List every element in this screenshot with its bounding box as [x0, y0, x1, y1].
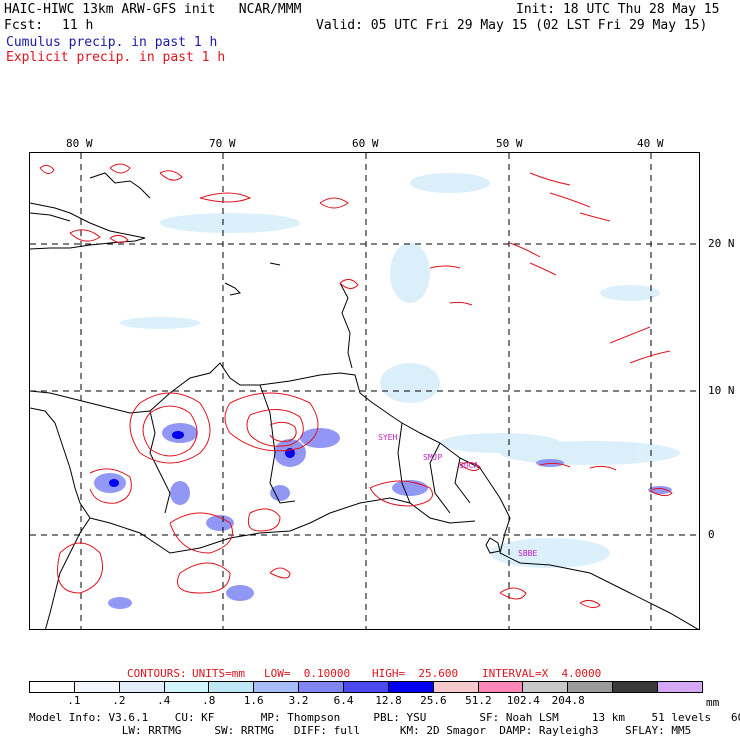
map-canvas [30, 153, 699, 629]
legend-tick-label: .4 [157, 694, 171, 707]
explicit-precip-label: Explicit precip. in past 1 h [6, 50, 226, 65]
contours-prefix: CONTOURS: [127, 667, 187, 680]
legend-bin [209, 682, 255, 692]
legend-bin [568, 682, 614, 692]
cumulus-precip-label: Cumulus precip. in past 1 h [6, 35, 218, 50]
legend-tick-label: 51.2 [465, 694, 492, 707]
station-soca: SOCA [459, 461, 479, 470]
contours-interval: INTERVAL=X 4.0000 [482, 667, 602, 680]
explicit-precip-contours [39, 163, 673, 609]
contours-low: LOW= 0.10000 [264, 667, 351, 680]
model-info-line1: Model Info: V3.6.1 CU: KF MP: Thompson P… [29, 711, 740, 724]
legend-tick-label: .8 [202, 694, 216, 707]
forecast-hours: 11 h [62, 18, 94, 33]
lat-label-10n: 10 N [708, 384, 735, 397]
legend-bin [30, 682, 75, 692]
cumulus-heavy-shading [109, 431, 295, 487]
forecast-label: Fcst: [4, 18, 44, 33]
legend-bin [613, 682, 659, 692]
legend-bin [658, 682, 702, 692]
coastlines [30, 172, 699, 629]
cumulus-light-shading [120, 173, 680, 568]
legend-tick-label: .2 [112, 694, 126, 707]
legend-bin [119, 682, 165, 692]
model-title: HAIC-HIWC 13km ARW-GFS init NCAR/MMM [4, 2, 302, 17]
init-time: Init: 18 UTC Thu 28 May 15 [516, 2, 720, 17]
legend-tick-label: 204.8 [551, 694, 585, 707]
legend-unit: mm [706, 696, 720, 709]
lon-label-50w: 50 W [496, 137, 523, 150]
legend-tick-label: 102.4 [506, 694, 540, 707]
legend-bin [433, 682, 479, 692]
station-sbbe: SBBE [518, 549, 538, 558]
lat-label-20n: 20 N [708, 237, 735, 250]
legend-tick-label: 12.8 [375, 694, 402, 707]
legend-bin [478, 682, 524, 692]
legend-tick-label: 25.6 [420, 694, 447, 707]
lat-lon-grid [30, 153, 699, 629]
lon-label-40w: 40 W [637, 137, 664, 150]
model-info-line2: LW: RRTMG SW: RRTMG DIFF: full KM: 2D Sm… [29, 724, 692, 737]
legend-tick-label: 3.2 [288, 694, 309, 707]
station-smjp: SMJP [423, 453, 443, 462]
precip-map [29, 152, 700, 630]
lon-label-80w: 80 W [66, 137, 93, 150]
station-syeh: SYEH [378, 433, 398, 442]
legend-bin [299, 682, 345, 692]
contours-units: UNITS=mm [192, 667, 245, 680]
contours-high: HIGH= 25.600 [372, 667, 459, 680]
valid-time: Valid: 05 UTC Fri 29 May 15 (02 LST Fri … [316, 18, 708, 33]
lat-label-0: 0 [708, 528, 715, 541]
legend-bin [74, 682, 120, 692]
legend-bin [254, 682, 300, 692]
legend-bin [344, 682, 389, 692]
legend-tick-label: 1.6 [243, 694, 264, 707]
legend-tick-label: 6.4 [333, 694, 354, 707]
lon-label-70w: 70 W [209, 137, 236, 150]
legend-tick-label: .1 [67, 694, 81, 707]
legend-bin [164, 682, 210, 692]
legend-bin [388, 682, 434, 692]
lon-label-60w: 60 W [352, 137, 379, 150]
legend-bin [523, 682, 569, 692]
legend-colorbar [29, 681, 703, 693]
